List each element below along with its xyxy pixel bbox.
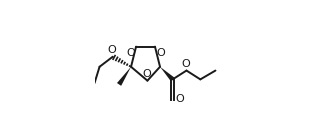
- Polygon shape: [160, 67, 175, 81]
- Text: O: O: [175, 94, 184, 104]
- Text: O: O: [156, 48, 165, 58]
- Text: O: O: [108, 45, 117, 55]
- Text: O: O: [126, 48, 135, 58]
- Polygon shape: [117, 67, 131, 86]
- Text: O: O: [142, 69, 151, 79]
- Text: O: O: [181, 59, 190, 69]
